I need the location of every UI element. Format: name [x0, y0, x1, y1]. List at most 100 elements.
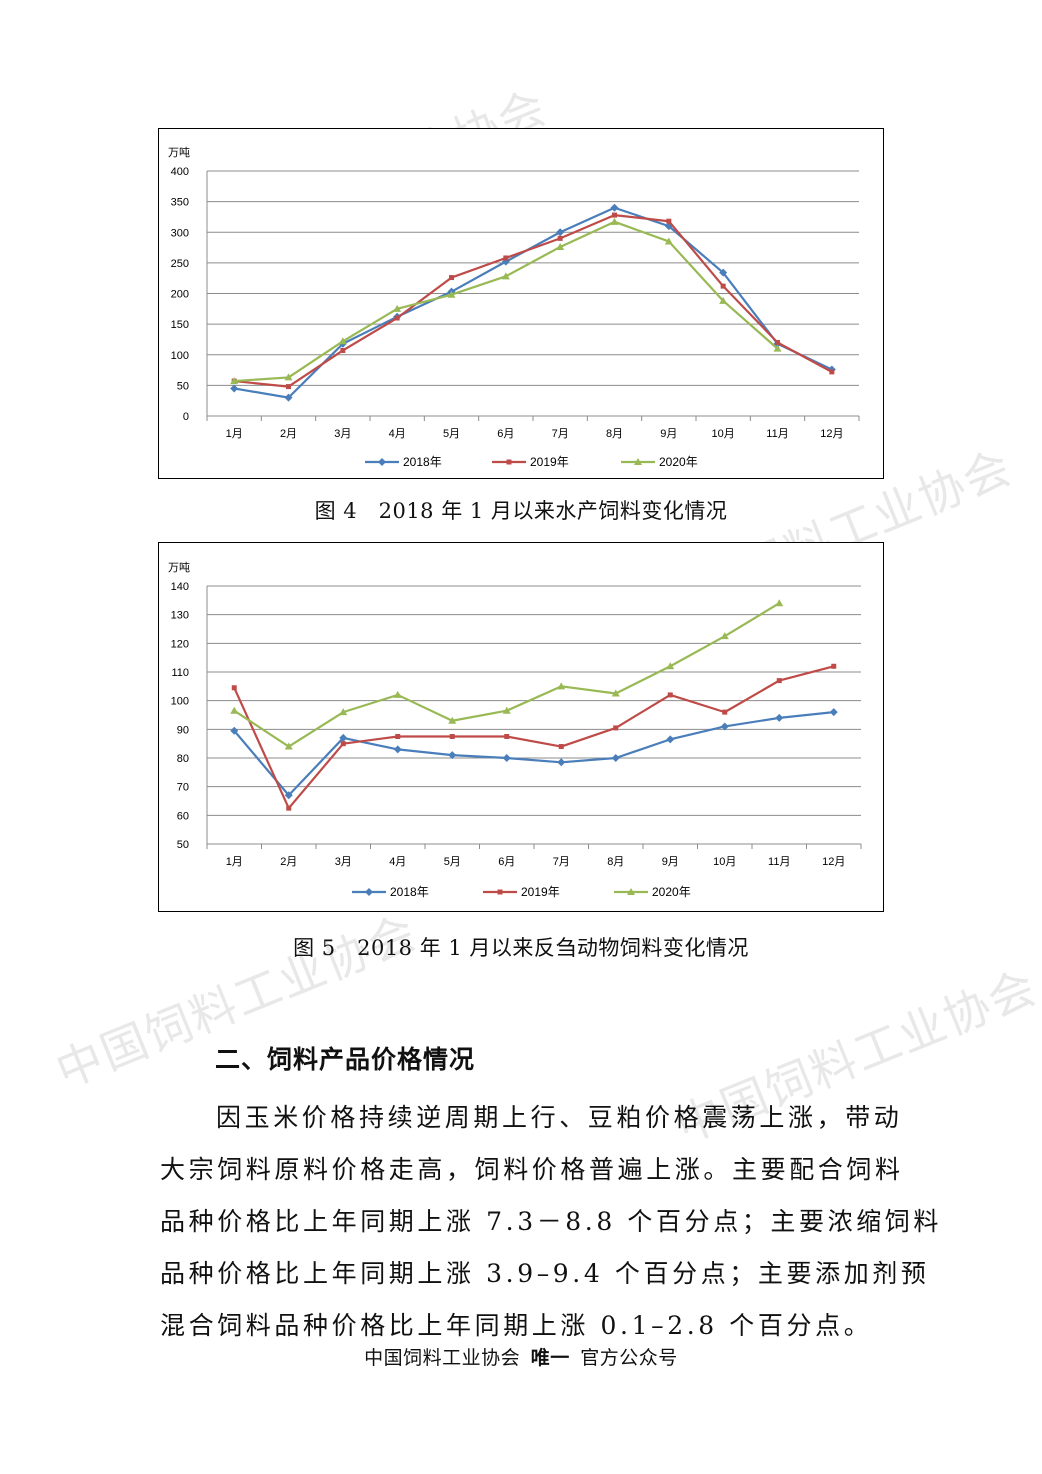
x-tick-label: 5月: [444, 856, 461, 868]
data-point: [502, 754, 511, 762]
x-tick-label: 6月: [497, 428, 514, 440]
footer-org: 中国饲料工业协会: [364, 1347, 521, 1369]
data-point: [556, 228, 565, 237]
data-point: [230, 726, 239, 735]
x-tick-label: 9月: [662, 856, 679, 868]
paragraph-line: 因玉米价格持续逆周期上行、豆粕价格震荡上涨，带动: [216, 1103, 903, 1132]
data-point: [230, 384, 239, 393]
data-point: [284, 373, 293, 381]
paragraph-line: 混合饲料品种价格比上年同期上涨 0.1–2.8 个百分点。: [160, 1311, 873, 1340]
data-point: [611, 754, 620, 762]
data-point: [557, 758, 566, 767]
x-tick-label: 11月: [766, 428, 788, 440]
data-point: [503, 255, 509, 261]
x-tick-label: 12月: [822, 856, 845, 868]
legend-marker: [497, 889, 503, 895]
figure-5-caption: 图 5 2018 年 1 月以来反刍动物饲料变化情况: [293, 936, 749, 960]
data-point: [666, 662, 675, 670]
data-point: [666, 218, 672, 224]
data-point: [393, 304, 402, 312]
data-point: [449, 734, 455, 739]
data-point: [720, 722, 729, 731]
data-point: [666, 735, 675, 744]
data-point: [612, 212, 617, 218]
page-footer: 中国饲料工业协会 唯一 官方公众号: [0, 1343, 1042, 1370]
data-point: [776, 678, 782, 684]
legend-label: 2020年: [652, 885, 691, 899]
x-tick-label: 4月: [389, 428, 406, 440]
data-point: [501, 272, 510, 280]
x-tick-label: 10月: [713, 856, 736, 868]
data-point: [773, 344, 782, 352]
legend-label: 2019年: [530, 455, 569, 469]
y-tick-label: 200: [171, 289, 189, 301]
x-tick-label: 1月: [226, 428, 243, 440]
y-tick-label: 110: [171, 667, 189, 679]
y-tick-label: 150: [171, 319, 189, 331]
data-point: [447, 290, 456, 298]
x-tick-label: 6月: [498, 856, 515, 868]
data-point: [231, 685, 237, 691]
legend-marker: [378, 458, 386, 466]
data-point: [610, 217, 619, 225]
data-point: [338, 337, 347, 345]
data-point: [504, 734, 510, 739]
y-tick-label: 300: [171, 227, 189, 239]
legend-marker: [634, 458, 642, 465]
legend-marker: [627, 888, 635, 895]
y-tick-label: 50: [177, 380, 189, 392]
paragraph-line: 品种价格比上年同期上涨 3.9–9.4 个百分点；主要添加剂预: [160, 1259, 930, 1288]
data-point: [667, 692, 673, 698]
data-point: [284, 791, 293, 800]
y-tick-label: 120: [171, 638, 189, 650]
data-point: [393, 690, 402, 698]
y-tick-label: 90: [177, 724, 189, 736]
data-point: [831, 663, 837, 669]
data-point: [719, 296, 728, 304]
x-tick-label: 8月: [607, 856, 624, 868]
section-paragraph: 因玉米价格持续逆周期上行、豆粕价格震荡上涨，带动 大宗饲料原料价格走高，饲料价格…: [160, 1092, 938, 1352]
data-point: [611, 689, 620, 697]
y-tick-label: 100: [171, 696, 189, 708]
aquatic-feed-chart: 0 50 100 150 200 250 300 350 400 万吨 1月 2月 3月 4月 5月 6月 7月…: [158, 128, 884, 479]
y-tick-label: 50: [177, 839, 189, 851]
data-point: [502, 706, 511, 714]
data-point: [610, 203, 619, 212]
data-point: [230, 706, 239, 714]
footer-suffix: 官方公众号: [580, 1347, 678, 1369]
data-point: [557, 235, 563, 241]
footer-emphasis: 唯一: [530, 1347, 570, 1369]
series-line: [234, 220, 779, 383]
data-point: [775, 713, 784, 722]
y-tick-label: 60: [177, 810, 189, 822]
data-point: [829, 708, 838, 717]
x-tick-label: 2月: [280, 856, 297, 868]
figure-4-caption: 图 4 2018 年 1 月以来水产饲料变化情况: [314, 499, 728, 523]
data-point: [339, 708, 348, 716]
paragraph-line: 大宗饲料原料价格走高，饲料价格普遍上涨。主要配合饲料: [160, 1155, 904, 1184]
y-tick-label: 350: [171, 197, 189, 209]
y-axis-label: 万吨: [168, 146, 190, 159]
y-tick-label: 140: [171, 581, 189, 593]
x-tick-label: 3月: [334, 428, 351, 440]
series-line: [233, 602, 780, 748]
x-tick-label: 5月: [443, 428, 460, 440]
legend-label: 2018年: [390, 885, 429, 899]
legend-marker: [506, 459, 512, 465]
series-line: [233, 711, 834, 797]
series-line: [233, 665, 835, 810]
y-axis-label: 万吨: [168, 561, 190, 574]
data-point: [829, 369, 835, 375]
data-point: [286, 384, 291, 390]
y-tick-label: 70: [177, 782, 189, 794]
x-tick-label: 4月: [389, 856, 406, 868]
data-point: [230, 377, 239, 385]
data-point: [284, 742, 293, 750]
legend-marker: [365, 888, 373, 896]
data-point: [394, 315, 400, 321]
x-tick-label: 7月: [553, 856, 570, 868]
data-point: [722, 709, 728, 715]
data-point: [339, 733, 348, 742]
data-point: [720, 283, 726, 289]
x-tick-label: 1月: [226, 856, 243, 868]
